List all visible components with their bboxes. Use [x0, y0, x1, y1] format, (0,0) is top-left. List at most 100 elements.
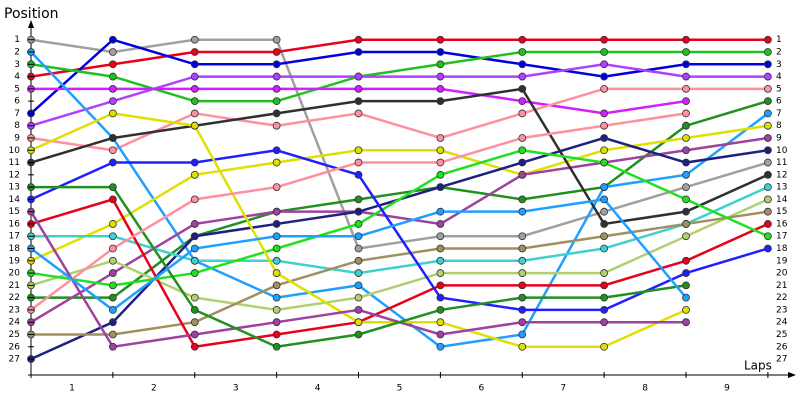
position-marker — [190, 72, 199, 81]
y-tick-label-right: 5 — [776, 84, 782, 94]
y-tick-label-right: 14 — [776, 195, 788, 205]
position-marker — [272, 146, 281, 155]
y-tick-label: 4 — [14, 72, 20, 82]
position-marker — [682, 183, 690, 192]
position-marker — [190, 244, 199, 253]
position-marker — [272, 281, 281, 290]
position-marker — [190, 330, 199, 339]
position-marker — [272, 121, 281, 130]
position-marker — [272, 244, 281, 253]
y-tick-label-right: 15 — [776, 207, 787, 217]
x-tick-label: 1 — [69, 384, 75, 394]
series-line — [30, 87, 769, 226]
y-tick-label: 1 — [14, 35, 20, 45]
position-marker — [272, 109, 281, 118]
position-marker — [682, 318, 690, 327]
position-marker — [436, 35, 445, 44]
y-tick-label: 23 — [9, 305, 20, 315]
position-marker — [272, 220, 281, 228]
position-marker — [682, 158, 690, 167]
position-marker — [354, 84, 363, 93]
y-tick-label: 18 — [9, 244, 21, 254]
x-tick-label: 8 — [642, 384, 648, 394]
position-marker — [108, 306, 117, 314]
position-marker — [436, 183, 445, 192]
y-tick-label-right: 4 — [776, 72, 782, 82]
x-axis-arrow — [788, 372, 796, 378]
position-marker — [354, 256, 363, 265]
position-marker — [518, 60, 527, 69]
position-marker — [190, 195, 199, 204]
position-marker — [682, 207, 690, 216]
y-tick-label: 12 — [9, 170, 20, 180]
y-axis-title: Position — [4, 6, 59, 22]
position-marker — [436, 170, 445, 179]
position-marker — [763, 48, 772, 56]
position-marker — [108, 220, 117, 228]
position-marker — [108, 195, 117, 204]
position-marker — [682, 121, 690, 130]
position-marker — [436, 318, 445, 327]
y-tick-label-right: 21 — [776, 281, 787, 291]
position-marker — [272, 306, 281, 314]
position-marker — [518, 72, 527, 81]
position-marker — [763, 183, 772, 192]
position-marker — [763, 109, 772, 118]
position-marker — [108, 84, 117, 93]
position-marker — [436, 72, 445, 81]
position-marker — [108, 35, 117, 44]
position-marker — [190, 256, 199, 265]
position-marker — [763, 72, 772, 81]
position-marker — [354, 269, 363, 277]
position-marker — [682, 146, 690, 155]
position-marker — [354, 281, 363, 290]
position-marker — [272, 72, 281, 81]
y-tick-label-right: 3 — [776, 60, 782, 70]
position-marker — [682, 134, 690, 142]
position-marker — [600, 269, 609, 277]
position-marker — [682, 170, 690, 179]
position-marker — [108, 244, 117, 253]
position-marker — [763, 35, 772, 44]
y-tick-label: 19 — [9, 256, 21, 266]
y-tick-label: 25 — [9, 330, 20, 340]
position-marker — [190, 220, 199, 228]
x-tick-label: 7 — [560, 384, 566, 394]
y-tick-label: 14 — [9, 195, 21, 205]
position-marker — [518, 134, 527, 142]
position-marker — [436, 232, 445, 241]
y-tick-label-right: 18 — [776, 244, 788, 254]
position-marker — [108, 48, 117, 56]
position-marker — [518, 35, 527, 44]
position-marker — [763, 146, 772, 155]
position-marker — [108, 72, 117, 81]
position-marker — [190, 306, 199, 314]
position-marker — [682, 220, 690, 228]
position-marker — [518, 195, 527, 204]
y-tick-label: 10 — [9, 146, 21, 156]
position-marker — [600, 134, 609, 142]
position-marker — [272, 342, 281, 351]
y-tick-label: 5 — [14, 84, 20, 94]
position-marker — [518, 293, 527, 302]
position-marker — [190, 97, 199, 106]
position-marker — [682, 72, 690, 81]
y-tick-label: 15 — [9, 207, 20, 217]
position-marker — [436, 293, 445, 302]
position-marker — [108, 109, 117, 118]
position-marker — [600, 281, 609, 290]
position-marker — [108, 318, 117, 327]
x-tick-label: 5 — [397, 384, 403, 394]
position-marker — [763, 170, 772, 179]
y-tick-label: 27 — [9, 355, 20, 365]
position-marker — [682, 35, 690, 44]
position-marker — [682, 281, 690, 290]
position-marker — [354, 35, 363, 44]
position-marker — [436, 256, 445, 265]
position-marker — [190, 293, 199, 302]
x-tick-label: 4 — [315, 384, 321, 394]
position-marker — [190, 35, 199, 44]
position-marker — [354, 330, 363, 339]
position-marker — [763, 232, 772, 241]
y-tick-label-right: 26 — [776, 342, 788, 352]
